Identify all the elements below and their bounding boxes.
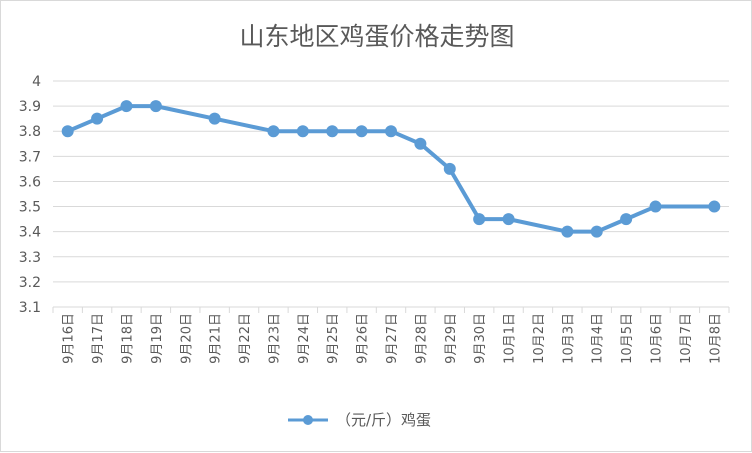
x-tick-label: 10月8日 bbox=[708, 313, 723, 364]
x-tick-label: 9月24日 bbox=[297, 313, 312, 364]
x-tick-label: 9月28日 bbox=[414, 313, 429, 364]
x-tick-label: 10月1日 bbox=[503, 313, 518, 364]
data-point bbox=[267, 125, 280, 138]
data-point bbox=[473, 213, 486, 226]
series-egg-price bbox=[61, 100, 721, 238]
series-line bbox=[65, 104, 717, 234]
chart-title: 山东地区鸡蛋价格走势图 bbox=[239, 22, 514, 51]
y-tick-label: 3.8 bbox=[19, 124, 41, 140]
x-tick-label: 9月26日 bbox=[356, 313, 371, 364]
x-tick-label: 10月5日 bbox=[620, 313, 635, 364]
y-tick-label: 3.6 bbox=[19, 174, 41, 190]
y-tick-label: 4 bbox=[32, 74, 41, 90]
x-tick-label: 10月3日 bbox=[561, 313, 576, 364]
data-point bbox=[708, 200, 721, 213]
y-tick-label: 3.3 bbox=[19, 250, 41, 266]
x-axis-ticks: 9月16日 9月17日 9月18日 9月19日 9月20日 9月21日 9月22日 9月23日… bbox=[62, 313, 724, 364]
x-tick-label: 9月23日 bbox=[267, 313, 282, 364]
data-point bbox=[326, 125, 339, 138]
y-tick-label: 3.5 bbox=[19, 200, 41, 216]
x-tick-label: 9月18日 bbox=[120, 313, 135, 364]
legend-label: （元/斤）鸡蛋 bbox=[336, 411, 431, 429]
data-point bbox=[414, 137, 427, 150]
x-tick-label: 9月22日 bbox=[238, 313, 253, 364]
legend-marker-swatch bbox=[303, 415, 313, 425]
y-tick-label: 3.9 bbox=[19, 99, 41, 115]
x-tick-label: 10月2日 bbox=[532, 313, 547, 364]
y-tick-label: 3.1 bbox=[19, 300, 41, 316]
data-point bbox=[120, 100, 133, 113]
data-point bbox=[561, 225, 574, 238]
data-point bbox=[208, 112, 221, 125]
data-point bbox=[385, 125, 397, 138]
data-point bbox=[61, 125, 74, 138]
data-point bbox=[91, 112, 104, 125]
data-point bbox=[649, 200, 662, 213]
y-tick-label: 3.4 bbox=[19, 225, 41, 241]
x-tick-label: 9月16日 bbox=[62, 313, 77, 364]
data-point bbox=[443, 162, 456, 175]
x-tick-label: 10月6日 bbox=[650, 313, 665, 364]
y-tick-label: 3.2 bbox=[19, 275, 41, 291]
y-tick-label: 3.7 bbox=[19, 149, 41, 165]
x-tick-label: 9月27日 bbox=[385, 313, 400, 364]
x-axis bbox=[52, 306, 730, 313]
x-tick-label: 10月4日 bbox=[591, 313, 606, 364]
x-tick-label: 9月30日 bbox=[473, 313, 488, 364]
x-tick-label: 9月20日 bbox=[179, 313, 194, 364]
x-tick-label: 9月21日 bbox=[209, 313, 224, 364]
legend: （元/斤）鸡蛋 bbox=[288, 411, 431, 429]
gridlines bbox=[53, 80, 729, 283]
data-point bbox=[502, 213, 515, 226]
x-tick-label: 9月25日 bbox=[326, 313, 341, 364]
x-tick-label: 9月29日 bbox=[444, 313, 459, 364]
y-axis-ticks: 3.1 3.2 3.3 3.4 3.5 3.6 3.7 3.8 3.9 4 bbox=[19, 74, 41, 316]
x-tick-label: 9月19日 bbox=[150, 313, 165, 364]
data-point bbox=[590, 225, 603, 238]
x-tick-label: 9月17日 bbox=[91, 313, 106, 364]
data-point bbox=[620, 213, 633, 226]
data-point bbox=[149, 100, 162, 113]
data-point bbox=[355, 125, 368, 138]
data-point bbox=[296, 125, 309, 138]
x-tick-label: 10月7日 bbox=[679, 313, 694, 364]
